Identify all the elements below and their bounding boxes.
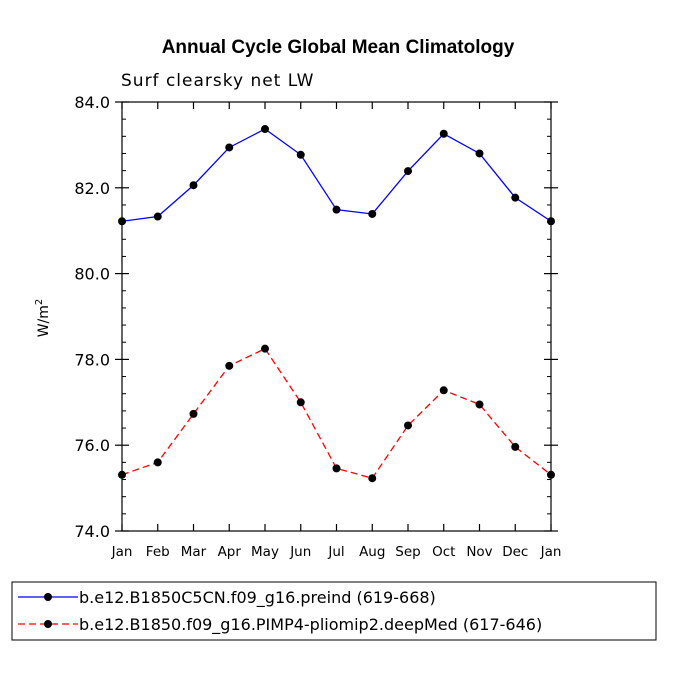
data-point (511, 442, 520, 451)
data-point (547, 217, 555, 226)
x-tick-label: Mar (181, 544, 207, 560)
x-tick-label: Oct (432, 544, 455, 560)
chart-title: Annual Cycle Global Mean Climatology (162, 37, 515, 58)
legend-label-deepmed: b.e12.B1850.f09_g16.PIMP4-pliomip2.deepM… (79, 615, 542, 635)
plot-area: 74.0 76.0 78.0 80.0 82.0 84.0 Jan Feb Mar Apr May… (74, 93, 561, 560)
legend: b.e12.B1850C5CN.f09_g16.preind (619-668)… (11, 581, 657, 641)
data-point (332, 205, 341, 214)
legend-entry-deepmed: b.e12.B1850.f09_g16.PIMP4-pliomip2.deepM… (18, 615, 542, 635)
data-point (368, 474, 377, 483)
legend-marker-deepmed (44, 620, 52, 628)
series-line (121, 347, 552, 479)
data-point (475, 149, 484, 158)
legend-box (11, 581, 657, 641)
y-axis: 74.0 76.0 78.0 80.0 82.0 84.0 (74, 93, 558, 541)
y-tick-label: 78.0 (74, 350, 110, 369)
x-tick-label: Sep (395, 544, 420, 560)
x-tick-label: Jul (327, 544, 344, 560)
data-point (404, 421, 412, 430)
data-point (547, 470, 555, 479)
x-axis: Jan Feb Mar Apr May Jun Jul Aug Sep Oct Nov Dec Jan (111, 102, 562, 560)
data-point (296, 150, 305, 159)
x-tick-label: Jan (540, 544, 562, 560)
legend-entry-preind: b.e12.B1850C5CN.f09_g16.preind (619-668) (18, 588, 436, 608)
x-tick-label: Aug (359, 544, 385, 560)
x-tick-label: Nov (466, 544, 492, 560)
x-tick-label: Jun (289, 544, 311, 560)
data-point (368, 209, 377, 218)
y-axis-label-exponent: 2 (34, 299, 45, 305)
y-axis-label: W/m2 (34, 299, 52, 338)
y-tick-label: 82.0 (74, 179, 110, 198)
legend-marker-preind (44, 593, 52, 601)
data-point (439, 386, 448, 395)
data-point (118, 217, 126, 226)
data-point (189, 181, 198, 190)
data-point (225, 143, 234, 152)
x-tick-label: Jan (111, 544, 133, 560)
y-tick-label: 74.0 (74, 522, 110, 541)
data-point (511, 193, 520, 202)
y-tick-label: 84.0 (74, 93, 110, 112)
legend-label-preind: b.e12.B1850C5CN.f09_g16.preind (619-668) (79, 588, 436, 608)
data-point (475, 400, 484, 409)
x-tick-label: May (251, 544, 279, 560)
y-axis-label-unit: W/m (36, 305, 52, 337)
data-point (439, 129, 448, 138)
x-tick-label: Dec (502, 544, 528, 560)
data-point (261, 344, 269, 353)
data-point (189, 409, 198, 418)
data-point (118, 470, 126, 479)
data-point (261, 125, 269, 134)
data-point (153, 458, 162, 467)
chart-subtitle: Surf clearsky net LW (121, 71, 314, 91)
data-point (296, 398, 305, 407)
data-point (225, 361, 234, 370)
x-tick-label: Feb (146, 544, 170, 560)
data-point (153, 212, 162, 221)
data-point (332, 464, 341, 473)
data-point (404, 167, 412, 176)
x-tick-label: Apr (218, 544, 242, 560)
y-tick-label: 76.0 (74, 436, 110, 455)
y-tick-label: 80.0 (74, 265, 110, 284)
series-layer (118, 125, 555, 483)
